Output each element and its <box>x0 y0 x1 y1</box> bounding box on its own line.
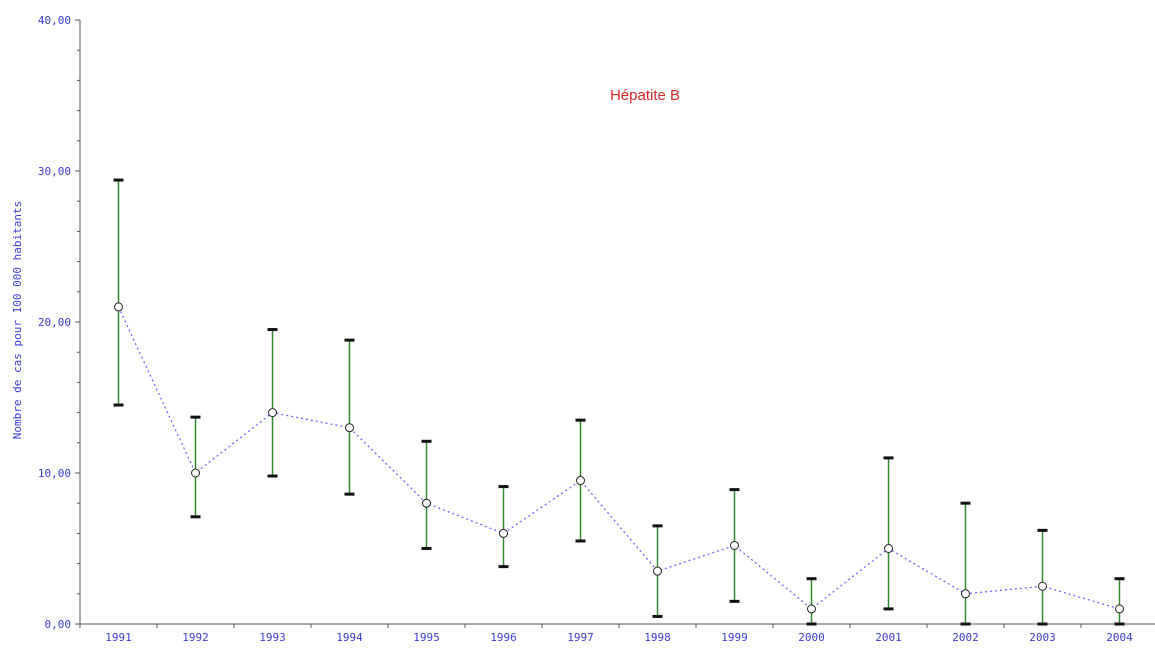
x-tick-label: 1998 <box>644 631 671 644</box>
x-tick-label: 1992 <box>182 631 209 644</box>
y-axis-label: Nombre de cas pour 100 000 habitants <box>11 201 24 439</box>
data-point <box>114 302 123 312</box>
data-point <box>961 589 970 599</box>
x-tick-label: 1996 <box>490 631 517 644</box>
x-tick-label: 1995 <box>413 631 440 644</box>
chart-title: Hépatite B <box>610 87 680 104</box>
data-point <box>730 540 739 550</box>
x-tick-label: 1997 <box>567 631 594 644</box>
data-point <box>268 408 277 418</box>
axes <box>79 20 1155 625</box>
data-point <box>499 528 508 538</box>
data-point <box>1038 581 1047 591</box>
data-point <box>191 468 200 478</box>
x-tick-label: 1999 <box>721 631 748 644</box>
x-tick-label: 2003 <box>1029 631 1056 644</box>
x-tick-label: 2001 <box>875 631 902 644</box>
y-tick-label: 40,00 <box>38 14 71 27</box>
data-point <box>422 498 431 508</box>
series-line <box>117 306 1120 610</box>
x-tick-label: 2000 <box>798 631 825 644</box>
x-tick-label: 2004 <box>1106 631 1133 644</box>
data-point <box>345 423 354 433</box>
y-tick-label: 20,00 <box>38 316 71 329</box>
data-point <box>653 566 662 576</box>
data-point <box>807 604 816 614</box>
data-points <box>114 302 1124 614</box>
error-bars <box>113 178 1125 626</box>
x-tick-label: 2002 <box>952 631 979 644</box>
y-tick-label: 0,00 <box>45 618 72 631</box>
data-point <box>576 476 585 486</box>
x-tick-label: 1993 <box>259 631 286 644</box>
data-point <box>1115 604 1124 614</box>
x-tick-label: 1994 <box>336 631 363 644</box>
ticks: 0,00 10,00 20,00 30,00 40,00 1991 1992 1993 1994… <box>38 14 1133 644</box>
series-line-group <box>117 306 1120 610</box>
x-tick-label: 1991 <box>105 631 132 644</box>
data-point <box>884 544 893 553</box>
y-tick-label: 30,00 <box>38 165 71 178</box>
y-tick-label: 10,00 <box>38 467 71 480</box>
